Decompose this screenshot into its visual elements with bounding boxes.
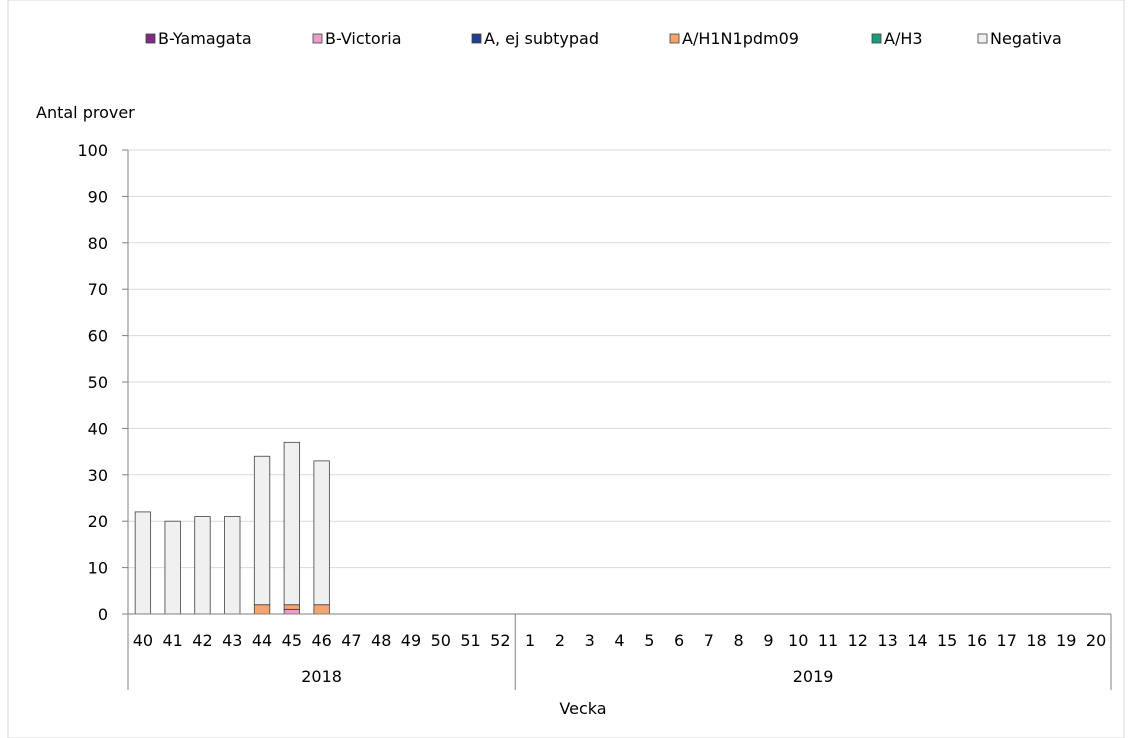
- x-tick-label: 19: [1056, 631, 1076, 650]
- y-tick-label: 70: [88, 280, 108, 299]
- bar-segment: [313, 604, 330, 615]
- legend-swatch: [669, 33, 680, 44]
- x-tick-label: 49: [401, 631, 421, 650]
- bar-segment: [134, 511, 152, 615]
- bar-segment: [164, 520, 181, 615]
- x-tick-label: 8: [734, 631, 744, 650]
- x-tick-label: 41: [163, 631, 183, 650]
- x-tick-label: 47: [341, 631, 361, 650]
- y-tick-label: 80: [88, 234, 108, 253]
- x-tick-label: 14: [907, 631, 927, 650]
- bar-segment: [253, 455, 271, 606]
- bar-segment: [194, 516, 211, 615]
- y-tick-label: 20: [88, 512, 108, 531]
- x-tick-label: 16: [967, 631, 987, 650]
- legend-swatch: [871, 33, 882, 44]
- legend-swatch: [312, 33, 323, 44]
- legend-label: Negativa: [990, 29, 1062, 48]
- x-tick-label: 17: [997, 631, 1017, 650]
- x-tick-label: 48: [371, 631, 391, 650]
- x-tick-label: 5: [644, 631, 654, 650]
- y-tick-label: 100: [77, 141, 108, 160]
- legend-swatch: [145, 33, 156, 44]
- y-tick-label: 0: [98, 605, 108, 624]
- x-tick-label: 6: [674, 631, 684, 650]
- y-tick-label: 40: [88, 419, 108, 438]
- y-axis-ticks: 0 10 20 30 40 50 60 70 80 90 100: [77, 141, 129, 624]
- bar-segment: [224, 516, 241, 615]
- legend-label: B-Yamagata: [158, 29, 252, 48]
- x-tick-label: 43: [222, 631, 242, 650]
- x-tick-label: 9: [763, 631, 773, 650]
- x-tick-label: 3: [585, 631, 595, 650]
- bar-segment: [313, 460, 330, 606]
- bar-segment: [253, 604, 271, 615]
- x-tick-label: 1: [525, 631, 535, 650]
- y-tick-label: 50: [88, 373, 108, 392]
- y-tick-label: 90: [88, 187, 108, 206]
- x-tick-label: 12: [848, 631, 868, 650]
- bar-segment: [283, 441, 300, 606]
- x-tick-label: 4: [614, 631, 624, 650]
- legend-swatch: [977, 33, 988, 44]
- y-axis-label: Antal prover: [36, 103, 135, 122]
- legend-label: B-Victoria: [325, 29, 402, 48]
- x-tick-label: 2: [555, 631, 565, 650]
- x-tick-label: 45: [282, 631, 302, 650]
- x-tick-label: 51: [460, 631, 480, 650]
- bars: [134, 441, 330, 615]
- legend-swatch: [471, 33, 482, 44]
- x-tick-label: 18: [1026, 631, 1046, 650]
- year-group-label: 2018: [301, 667, 342, 686]
- x-tick-label: 42: [192, 631, 212, 650]
- x-axis: 40 41 42 43 44 45 46 47 48 49 50 51 52 1 2 3 4 5 6 7 8 9 10 11 1…: [127, 613, 1112, 690]
- y-tick-label: 10: [88, 559, 108, 578]
- x-tick-label: 10: [788, 631, 808, 650]
- x-tick-label: 20: [1086, 631, 1106, 650]
- x-tick-label: 13: [877, 631, 897, 650]
- x-tick-label: 40: [133, 631, 153, 650]
- bar-segment: [283, 608, 300, 615]
- x-tick-label: 52: [490, 631, 510, 650]
- year-group-label: 2019: [793, 667, 834, 686]
- x-tick-label: 7: [704, 631, 714, 650]
- x-tick-label: 44: [252, 631, 272, 650]
- y-tick-label: 30: [88, 466, 108, 485]
- x-tick-label: 50: [431, 631, 451, 650]
- bar-segment: [283, 604, 300, 610]
- legend-label: A/H1N1pdm09: [682, 29, 799, 48]
- chart-border: [7, 0, 1125, 738]
- legend-label: A, ej subtypad: [484, 29, 599, 48]
- legend-label: A/H3: [884, 29, 923, 48]
- x-tick-label: 11: [818, 631, 838, 650]
- y-tick-label: 60: [88, 327, 108, 346]
- x-tick-label: 15: [937, 631, 957, 650]
- legend: B-Yamagata B-Victoria A, ej subtypad A/H1N1…: [145, 29, 1062, 48]
- x-tick-label: 46: [311, 631, 331, 650]
- x-axis-label: Vecka: [559, 699, 606, 718]
